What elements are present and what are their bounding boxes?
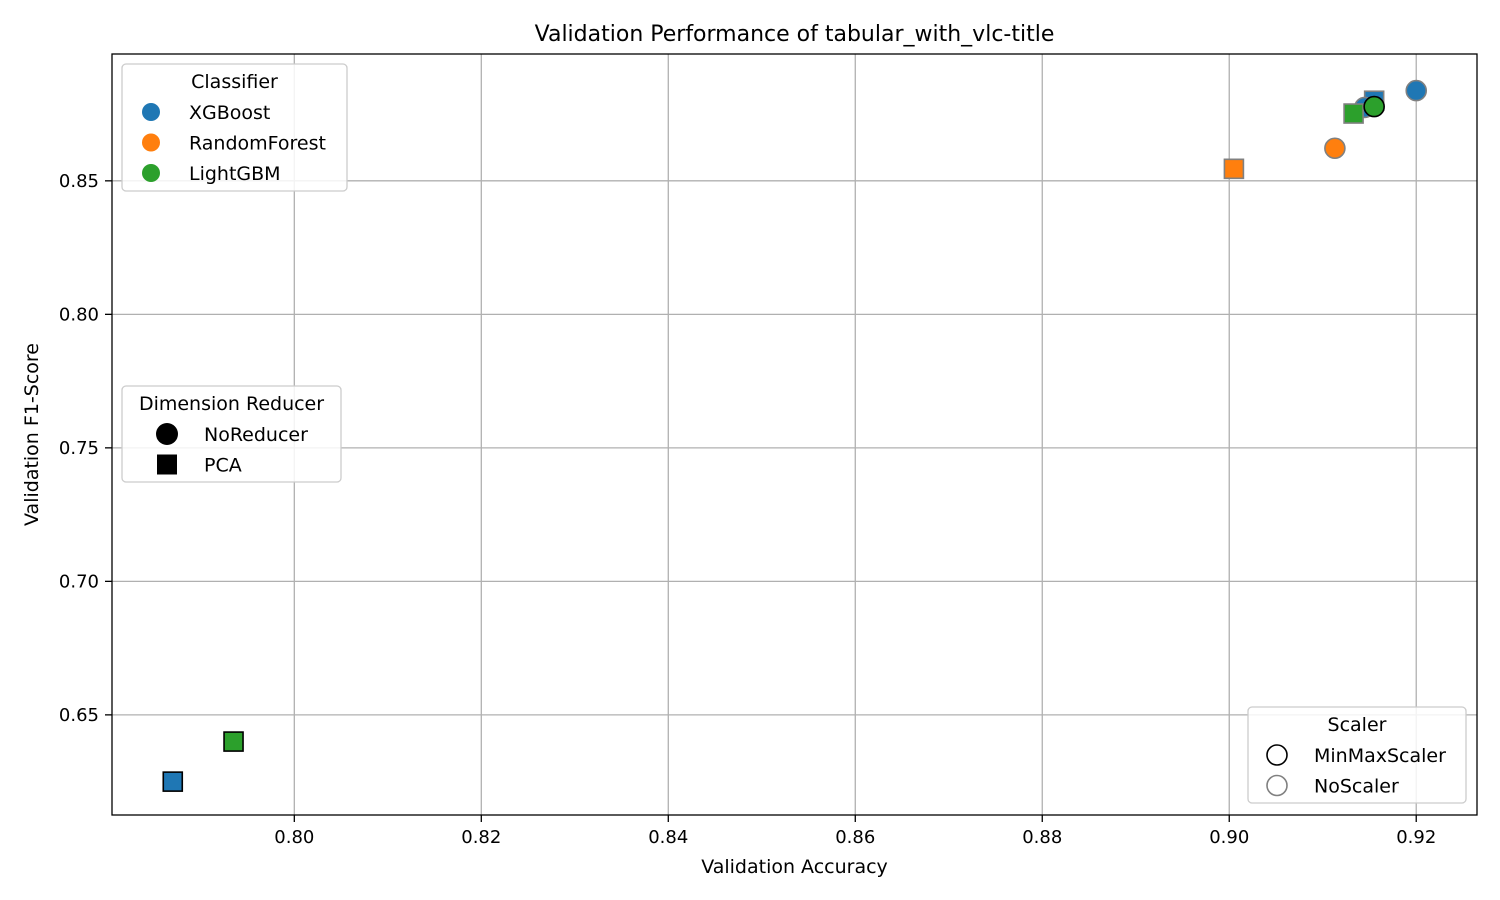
legend-scaler: Scaler MinMaxScaler NoScaler — [1247, 706, 1467, 804]
legend-label: XGBoost — [189, 102, 270, 124]
legend-marker-randomforest — [142, 133, 160, 152]
point-randomforest-pca — [1223, 158, 1245, 180]
y-tick-label: 0.80 — [59, 304, 99, 325]
legend-label: LightGBM — [189, 163, 281, 185]
legend-label: RandomForest — [189, 133, 326, 155]
chart-title: Validation Performance of tabular_with_v… — [535, 22, 1055, 47]
x-axis-label: Validation Accuracy — [701, 856, 888, 878]
legend-label: NoReducer — [204, 424, 308, 446]
data-points — [162, 79, 1428, 792]
legend-marker-minmaxscaler — [1266, 744, 1288, 766]
y-tick-label: 0.75 — [59, 438, 99, 459]
point-xgboost-pca — [162, 771, 184, 792]
y-tick-label: 0.70 — [59, 571, 99, 592]
legend-marker-pca — [157, 454, 177, 475]
y-axis-ticks: 0.65 0.70 0.75 0.80 0.85 — [59, 171, 112, 726]
legend-marker-noscaler — [1266, 774, 1288, 797]
legend-title: Dimension Reducer — [139, 393, 324, 415]
legend-label: PCA — [204, 455, 242, 477]
legend-label: NoScaler — [1314, 776, 1399, 798]
x-tick-label: 0.86 — [835, 827, 875, 848]
point-lightgbm-pca — [223, 731, 244, 752]
x-tick-label: 0.82 — [461, 827, 501, 848]
point-xgboost-noreducer — [1405, 79, 1428, 102]
legend-box — [121, 63, 348, 192]
x-tick-label: 0.92 — [1396, 827, 1436, 848]
x-tick-label: 0.88 — [1022, 827, 1062, 848]
legend-title: Classifier — [191, 71, 278, 93]
legend-classifier: Classifier XGBoost RandomForest LightGBM — [121, 63, 348, 192]
x-tick-label: 0.90 — [1209, 827, 1249, 848]
legend-title: Scaler — [1328, 714, 1387, 736]
x-tick-label: 0.80 — [274, 827, 314, 848]
y-tick-label: 0.65 — [59, 705, 99, 726]
point-lightgbm-noreducer — [1363, 95, 1385, 118]
y-tick-label: 0.85 — [59, 171, 99, 192]
plot-area-frame — [111, 53, 1478, 816]
point-randomforest-noreducer — [1324, 137, 1346, 160]
x-axis-ticks: 0.80 0.82 0.84 0.86 0.88 0.90 0.92 — [274, 815, 1436, 848]
point-lightgbm-pca — [1343, 103, 1364, 124]
legend-marker-noreducer — [156, 423, 178, 445]
legend-dimension-reducer: Dimension Reducer NoReducer PCA — [121, 385, 342, 483]
legend-marker-lightgbm — [142, 164, 160, 182]
legend-box — [1247, 706, 1467, 804]
y-axis-label: Validation F1-Score — [21, 343, 43, 526]
legends: Classifier XGBoost RandomForest LightGBM Dim… — [121, 63, 1467, 804]
grid — [112, 54, 1477, 815]
legend-marker-xgboost — [142, 103, 160, 121]
x-tick-label: 0.84 — [648, 827, 688, 848]
legend-label: MinMaxScaler — [1314, 745, 1446, 767]
